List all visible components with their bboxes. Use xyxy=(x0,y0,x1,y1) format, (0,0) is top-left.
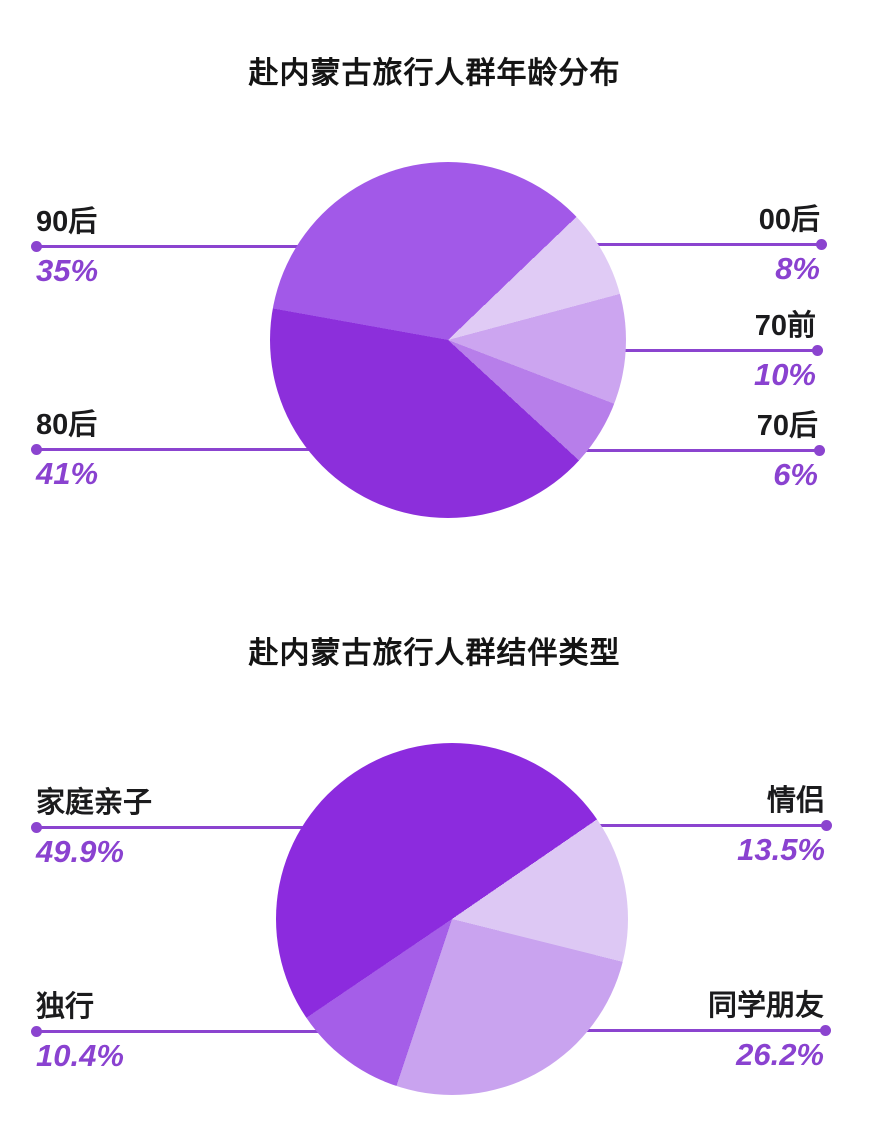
slice-label: 70前 xyxy=(754,310,816,342)
callout-line xyxy=(36,245,448,248)
callout-line xyxy=(452,824,827,827)
slice-label: 家庭亲子 xyxy=(36,787,153,819)
chart-2-title: 赴内蒙古旅行人群结伴类型 xyxy=(248,637,621,670)
callout-dot-icon xyxy=(31,1026,42,1037)
chart-1-title: 赴内蒙古旅行人群年龄分布 xyxy=(248,57,621,90)
callout-dot-icon xyxy=(31,444,42,455)
callout-dot-icon xyxy=(820,1025,831,1036)
slice-percent: 49.9% xyxy=(36,834,124,869)
callout-dot-icon xyxy=(31,822,42,833)
slice-label: 90后 xyxy=(36,206,98,238)
callout-line xyxy=(452,1029,826,1032)
slice-percent: 8% xyxy=(775,251,820,286)
callout-line xyxy=(448,349,818,352)
slice-label: 独行 xyxy=(36,991,95,1023)
callout-dot-icon xyxy=(816,239,827,250)
slice-percent: 10.4% xyxy=(36,1038,124,1073)
pie-chart-companion-type xyxy=(276,743,628,1095)
callout-dot-icon xyxy=(821,820,832,831)
slice-percent: 6% xyxy=(773,457,818,492)
slice-percent: 10% xyxy=(753,357,816,392)
callout-dot-icon xyxy=(31,241,42,252)
callout-line xyxy=(36,448,448,451)
callout-line xyxy=(448,243,822,246)
callout-line xyxy=(36,1030,452,1033)
slice-label: 80后 xyxy=(36,409,98,441)
slice-label: 情侣 xyxy=(766,785,825,817)
slice-percent: 26.2% xyxy=(736,1037,824,1072)
callout-dot-icon xyxy=(812,345,823,356)
pie-chart-age-distribution xyxy=(270,162,626,518)
callout-line xyxy=(448,449,820,452)
slice-percent: 41% xyxy=(36,456,99,491)
slice-label: 70后 xyxy=(756,410,818,442)
slice-percent: 35% xyxy=(36,253,99,288)
callout-dot-icon xyxy=(814,445,825,456)
callout-line xyxy=(36,826,452,829)
slice-percent: 13.5% xyxy=(737,832,825,867)
slice-label: 00后 xyxy=(758,204,820,236)
slice-label: 同学朋友 xyxy=(707,990,824,1022)
